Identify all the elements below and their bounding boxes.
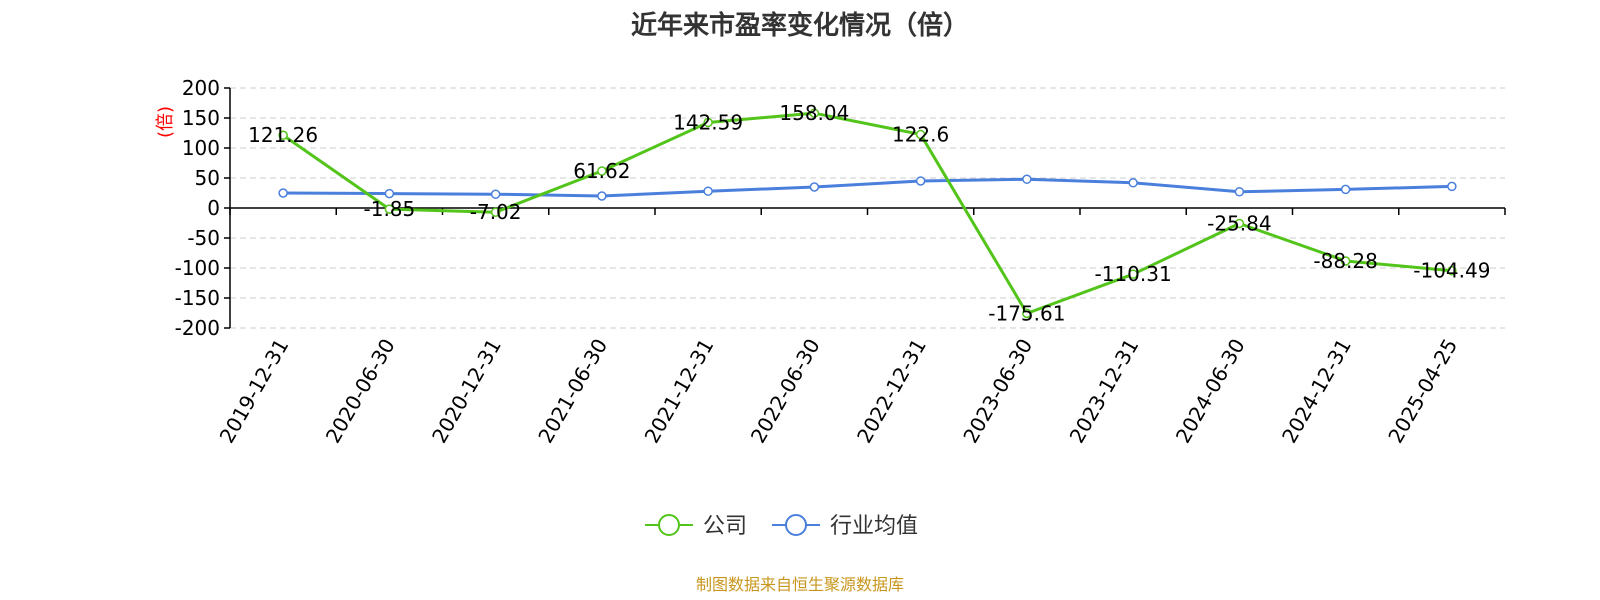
series-industry-average <box>278 174 1457 201</box>
data-label: -7.02 <box>470 200 522 224</box>
data-point <box>1234 218 1245 229</box>
series-line <box>283 177 1452 198</box>
x-tick-label: 2024-12-31 <box>1277 335 1356 448</box>
data-label: 142.59 <box>673 110 743 134</box>
data-label: -110.31 <box>1095 262 1172 286</box>
y-tick-label: -150 <box>175 286 220 310</box>
data-label: -104.49 <box>1413 259 1490 283</box>
y-tick-label: 50 <box>195 166 220 190</box>
y-axis: 200 150 100 50 0 -50 -100 -150 -200 <box>175 76 231 340</box>
x-tick-label: 2022-12-31 <box>852 335 931 448</box>
data-point <box>1340 256 1351 266</box>
legend-item-company[interactable]: 公司 <box>645 514 747 539</box>
data-point <box>1340 184 1351 195</box>
legend-marker <box>785 514 807 536</box>
x-tick-label: 2024-06-30 <box>1171 335 1250 448</box>
y-tick-label: 150 <box>182 106 220 130</box>
y-axis-label: (倍) <box>155 106 176 138</box>
data-label: -88.28 <box>1313 249 1377 273</box>
data-point <box>490 189 501 199</box>
y-tick-label: -100 <box>175 256 220 280</box>
x-tick-label: 2021-12-31 <box>640 335 719 448</box>
data-point <box>809 182 820 192</box>
y-tick-label: -50 <box>187 226 220 250</box>
data-point <box>1128 269 1138 279</box>
data-point <box>1447 265 1457 276</box>
data-point <box>915 129 926 140</box>
x-tick-label: 2023-06-30 <box>958 335 1037 448</box>
series-line <box>282 111 1453 315</box>
data-point <box>597 191 607 201</box>
x-tick-label: 2019-12-31 <box>215 335 294 448</box>
data-label: 61.62 <box>573 159 630 183</box>
legend[interactable]: 公司 行业均值 <box>645 514 918 539</box>
x-tick-label: 2022-06-30 <box>746 335 825 448</box>
data-label: 158.04 <box>779 101 849 125</box>
data-point <box>809 108 820 118</box>
legend-marker <box>658 514 680 536</box>
data-point <box>1022 308 1032 319</box>
data-labels: 121.26 -1.85 -7.02 61.62 142.59 158.04 122.6 -1… <box>248 101 1490 325</box>
data-label: 122.6 <box>892 122 949 146</box>
data-point <box>490 207 501 217</box>
data-point <box>1447 181 1457 192</box>
source-note: 制图数据来自恒生聚源数据库 <box>696 575 904 594</box>
chart-title: 近年来市盈率变化情况（倍） <box>631 10 969 41</box>
y-tick-label: 200 <box>182 76 220 100</box>
x-tick-label: 2025-04-25 <box>1383 335 1462 448</box>
data-point <box>1128 178 1138 188</box>
x-tick-label: 2023-12-31 <box>1065 335 1144 448</box>
data-point <box>597 166 607 176</box>
data-point <box>703 186 713 196</box>
data-point <box>703 117 713 128</box>
x-tick-label: 2020-12-31 <box>427 335 506 448</box>
legend-item-industry-average[interactable]: 行业均值 <box>772 514 918 539</box>
data-point <box>1022 174 1032 184</box>
series-layer <box>278 108 1457 319</box>
x-tick-label: 2021-06-30 <box>533 335 612 448</box>
data-label: -1.85 <box>364 197 416 221</box>
y-tick-label: -200 <box>175 316 220 340</box>
y-tick-label: 0 <box>207 196 220 220</box>
data-point <box>384 188 395 199</box>
data-point <box>278 188 288 198</box>
data-point <box>384 204 395 214</box>
x-tick-label: 2020-06-30 <box>321 335 400 448</box>
data-point <box>915 176 926 186</box>
data-point <box>1234 187 1245 197</box>
data-label: -175.61 <box>988 301 1065 325</box>
legend-label: 行业均值 <box>830 514 918 539</box>
data-label: 121.26 <box>248 123 318 147</box>
y-tick-label: 100 <box>182 136 220 160</box>
legend-label: 公司 <box>703 514 747 539</box>
data-point <box>278 130 288 140</box>
series-company <box>278 108 1457 319</box>
grid-lines <box>230 87 1505 329</box>
data-label: -25.84 <box>1207 212 1271 236</box>
